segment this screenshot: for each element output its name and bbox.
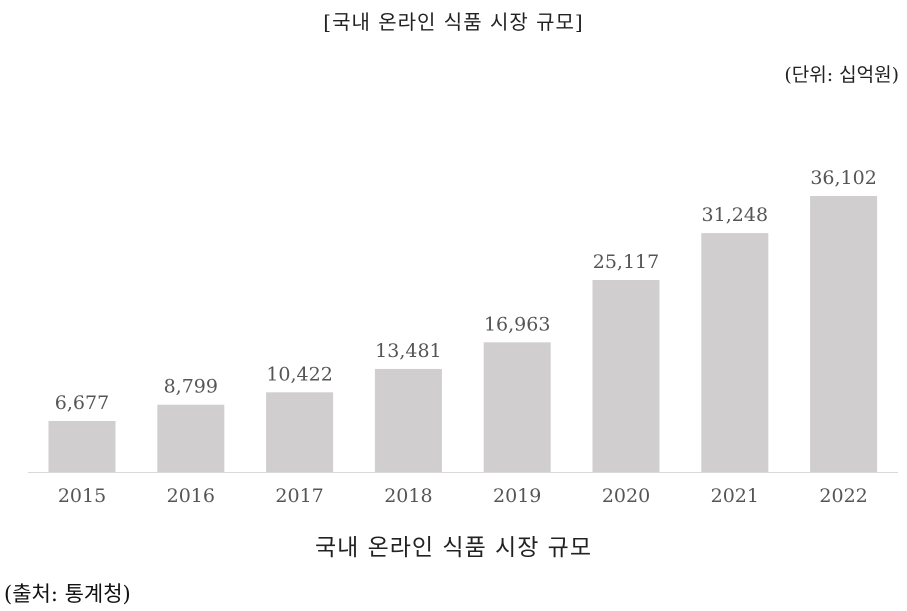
bar-2015 (48, 420, 116, 472)
value-label-2016: 8,799 (164, 376, 218, 398)
value-label-2015: 6,677 (55, 392, 109, 414)
value-label-2020: 25,117 (593, 251, 659, 273)
bar-2018 (374, 368, 442, 472)
x-tick-label-2021: 2021 (711, 485, 759, 507)
chart-header-title: [국내 온라인 식품 시장 규모] (323, 10, 584, 34)
value-label-2018: 13,481 (375, 340, 441, 362)
bars-group (48, 196, 878, 472)
x-tick-label-2019: 2019 (493, 485, 541, 507)
value-label-2021: 31,248 (702, 204, 768, 226)
bar-2021 (701, 233, 769, 472)
x-tick-label-2022: 2022 (819, 485, 867, 507)
bar-2017 (266, 392, 334, 472)
source-note: (출처: 통계청) (4, 582, 131, 606)
unit-label: (단위: 십억원) (784, 64, 899, 86)
bar-2019 (483, 342, 551, 472)
bar-2016 (157, 404, 225, 472)
bar-2020 (592, 279, 660, 472)
x-tick-label-2016: 2016 (167, 485, 215, 507)
x-tick-label-2015: 2015 (58, 485, 106, 507)
value-labels-group: 6,677 8,799 10,422 13,481 16,963 25,117 31,248… (55, 167, 877, 414)
bar-2022 (810, 196, 878, 472)
x-tick-label-2018: 2018 (384, 485, 432, 507)
x-tick-label-2020: 2020 (602, 485, 650, 507)
value-label-2019: 16,963 (484, 313, 550, 335)
tick-labels-group: 2015 2016 2017 2018 2019 2020 2021 2022 (58, 485, 868, 507)
chart-title: 국내 온라인 식품 시장 규모 (314, 535, 592, 561)
value-label-2022: 36,102 (810, 167, 876, 189)
x-tick-label-2017: 2017 (275, 485, 323, 507)
value-label-2017: 10,422 (266, 363, 332, 385)
